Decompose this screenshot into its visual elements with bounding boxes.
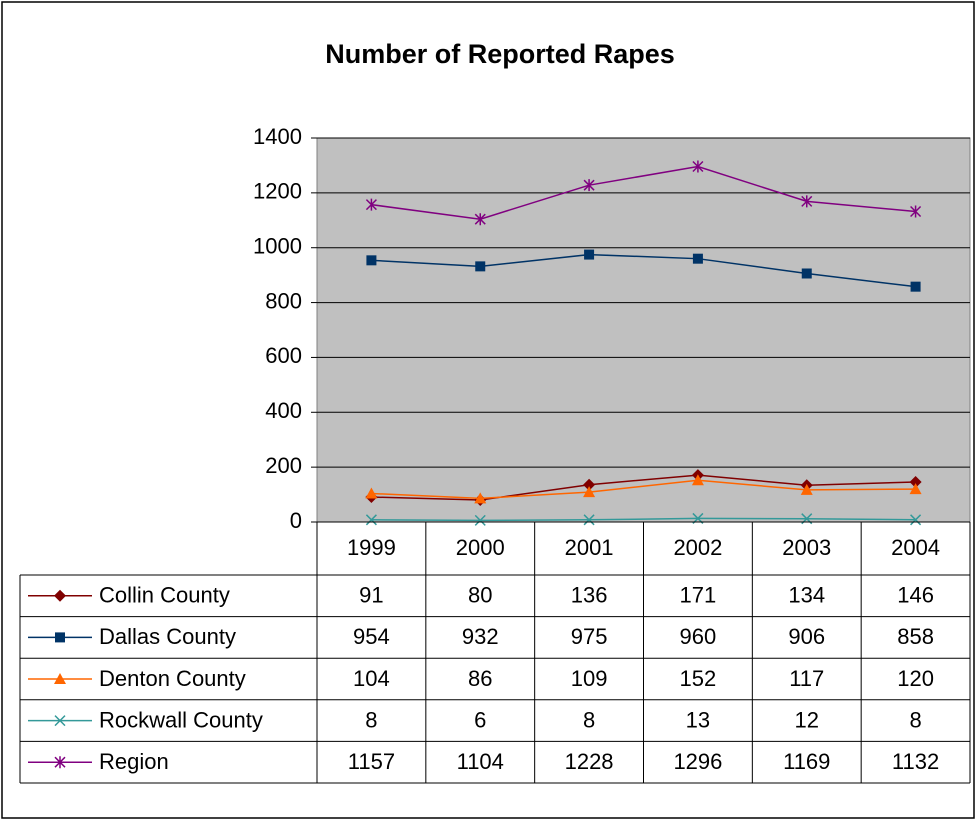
y-tick-label: 600 [265,343,302,368]
table-value: 932 [462,624,499,649]
y-tick-label: 800 [265,288,302,313]
table-value: 1157 [348,749,395,774]
data-point [692,160,704,173]
table-value: 91 [359,583,383,608]
table-value: 1104 [457,749,504,774]
table-value: 136 [571,583,608,608]
table-value: 12 [795,707,819,732]
data-point [474,492,487,504]
y-tick-label: 1200 [253,179,302,204]
legend-label: Collin County [99,583,230,608]
series-line [371,165,916,220]
table-value: 8 [909,707,921,732]
data-point [583,478,596,491]
plot-area [316,137,971,523]
legend-label: Denton County [99,666,246,691]
data-point [365,514,377,526]
x-tick-label: 2000 [456,535,505,560]
table-value: 134 [788,583,825,608]
table-value: 954 [353,624,390,649]
data-point [475,261,486,272]
data-point [365,198,377,211]
data-point [474,514,486,526]
table-value: 13 [686,707,710,732]
chart-title: Number of Reported Rapes [325,39,675,69]
table-value: 1296 [673,749,722,774]
table-value: 858 [897,624,934,649]
table-value: 171 [680,583,717,608]
table-value: 120 [897,666,934,691]
legend-marker [54,756,66,769]
data-point [910,281,921,292]
table-value: 80 [468,583,492,608]
data-point [583,486,596,498]
y-tick-label: 1400 [253,124,302,149]
legend-marker [55,632,65,643]
data-point [692,253,703,264]
table-value: 8 [583,707,595,732]
data-point [801,195,813,208]
legend-label: Rockwall County [99,707,263,732]
x-tick-label: 2004 [891,535,940,560]
data-point [691,474,704,486]
data-point [474,213,486,226]
y-tick-label: 1000 [253,234,302,259]
series-line [371,479,916,500]
data-point [910,205,922,218]
data-point [909,483,922,495]
table-value: 1132 [892,749,939,774]
legend-marker [54,715,66,727]
data-point [801,268,812,279]
x-tick-label: 2002 [673,535,722,560]
table-value: 960 [680,624,717,649]
data-point [583,179,595,192]
x-tick-label: 2001 [565,535,614,560]
table-value: 1169 [783,749,830,774]
y-tick-label: 0 [290,508,302,533]
table-value: 6 [474,707,486,732]
legend-label: Region [99,749,169,774]
table-value: 152 [680,666,717,691]
table-value: 104 [353,666,390,691]
legend-marker [54,673,66,684]
x-tick-label: 1999 [347,535,396,560]
legend-marker [54,589,66,602]
y-tick-label: 400 [265,398,302,423]
table-value: 146 [897,583,934,608]
table-value: 975 [571,624,608,649]
table-value: 1228 [565,749,614,774]
y-tick-label: 200 [265,453,302,478]
series-line [371,517,916,522]
data-point [365,487,378,499]
table-value: 109 [571,666,608,691]
data-point [583,514,595,526]
data-point [909,475,922,488]
table-value: 117 [789,666,824,691]
series-line [371,474,916,501]
data-point [800,483,813,495]
data-point [910,514,922,526]
data-point [584,249,595,260]
data-point [366,255,377,266]
table-value: 8 [365,707,377,732]
table-value: 906 [788,624,825,649]
x-tick-label: 2003 [782,535,831,560]
table-value: 86 [468,666,492,691]
series-line [371,253,916,288]
legend-label: Dallas County [99,624,236,649]
